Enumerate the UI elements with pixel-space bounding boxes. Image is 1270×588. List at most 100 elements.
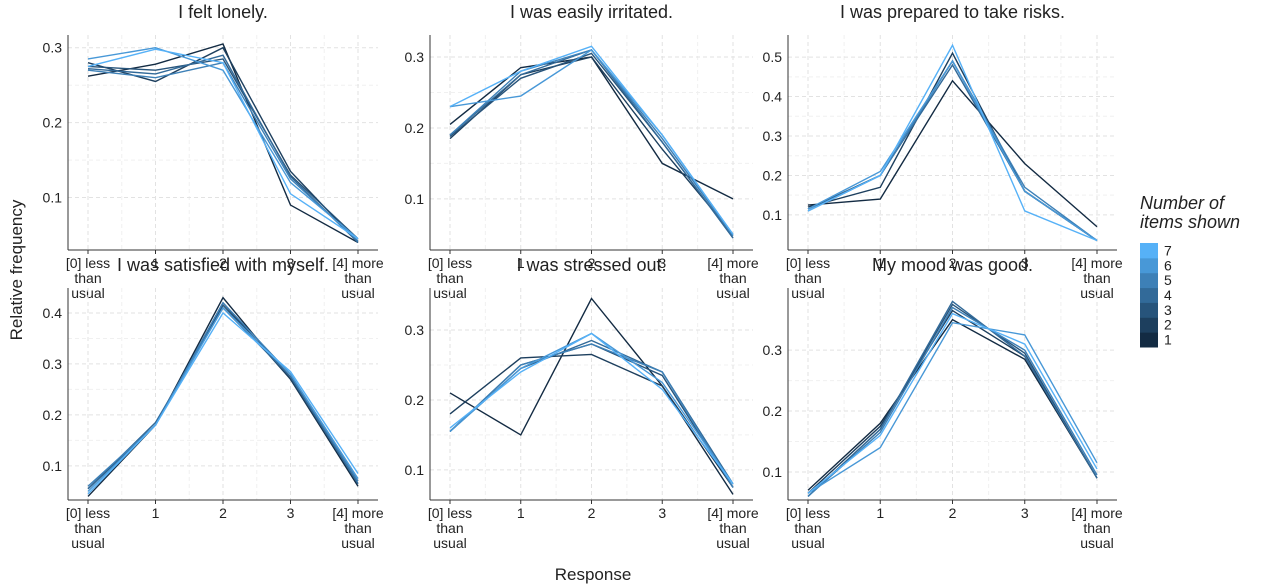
legend-label: 7 (1164, 242, 1172, 258)
y-tick-label: 0.1 (43, 190, 63, 206)
series-line (807, 300, 1098, 497)
y-tick-label: 0.3 (763, 128, 783, 144)
x-tick-label: 1 (876, 506, 885, 521)
x-tick-label-box: 2 (219, 256, 227, 271)
series-line (449, 332, 734, 485)
x-tick-label: [0] less than usual (785, 256, 831, 301)
series-line (87, 306, 359, 490)
y-tick-label: 0.3 (405, 322, 425, 338)
x-tick-label-box: 3 (658, 256, 667, 271)
x-tick-label-box: [4] more than usual (707, 256, 759, 301)
legend-label: 6 (1164, 257, 1172, 273)
x-tick-label: [0] less than usual (65, 256, 111, 301)
series-line (807, 312, 1098, 494)
legend-swatch (1140, 302, 1158, 318)
x-tick-label-box: [0] less than usual (65, 256, 111, 301)
y-tick-label: 0.1 (43, 458, 63, 474)
x-tick-label: [4] more than usual (707, 256, 759, 301)
x-tick-label: 3 (1020, 256, 1029, 271)
x-tick-label-box: 3 (658, 506, 667, 521)
x-tick-label: 3 (1020, 506, 1029, 521)
x-tick-label: [4] more than usual (332, 256, 384, 301)
series-line (87, 54, 359, 244)
x-tick-label-box: [4] more than usual (1071, 506, 1122, 551)
x-tick-label-box: 2 (949, 506, 957, 521)
x-tick-label: 1 (516, 506, 525, 521)
series-line (807, 59, 1098, 242)
y-tick-label: 0.3 (43, 356, 63, 372)
y-tick-label: 0.1 (405, 462, 425, 478)
legend-label: 3 (1164, 302, 1172, 318)
x-tick-label: 3 (286, 506, 295, 521)
x-tick-label-box: 3 (1020, 256, 1029, 271)
y-tick-label: 0.2 (43, 115, 63, 131)
series-line (87, 58, 359, 240)
x-tick-label-box: [0] less than usual (428, 506, 472, 551)
y-tick-label: 0.3 (43, 40, 63, 56)
series-line (449, 56, 734, 235)
x-tick-label-box: [4] more than usual (332, 256, 384, 301)
x-tick-label-box: 1 (876, 506, 885, 521)
series-line (87, 48, 359, 240)
legend-swatch (1140, 272, 1158, 289)
series-line (87, 61, 359, 242)
x-tick-label: [0] less than usual (65, 506, 111, 551)
y-tick-label: 0.5 (763, 49, 783, 65)
legend-label: 5 (1164, 272, 1172, 288)
y-axis-title: Relative frequency (7, 199, 26, 340)
x-tick-label-box: 1 (517, 256, 525, 271)
series-line (87, 311, 359, 495)
y-tick-label: 0.1 (763, 207, 783, 223)
x-tick-label-box: 2 (587, 506, 596, 521)
x-tick-label: 3 (286, 256, 295, 271)
x-tick-label-box: 2 (587, 256, 596, 271)
x-tick-label-box: 3 (1020, 506, 1029, 521)
x-tick-label: [4] more than usual (1071, 256, 1123, 301)
x-tick-label-box: [0] less than usual (428, 256, 472, 301)
y-tick-label: 0.2 (43, 407, 63, 423)
x-tick-label: 1 (151, 256, 160, 271)
legend-swatch (1140, 243, 1158, 259)
panel-title: I was satisfied with myself. (117, 255, 329, 275)
y-tick-label: 0.2 (405, 120, 425, 136)
legend-swatch (1140, 287, 1158, 303)
x-tick-label-box: [4] more than usual (1071, 256, 1123, 301)
y-tick-label: 0.1 (763, 464, 783, 480)
series-line (449, 45, 734, 235)
y-tick-label: 0.4 (763, 89, 783, 105)
x-tick-label: 2 (948, 256, 957, 271)
x-tick-label-box: 1 (876, 256, 885, 271)
series-line (87, 43, 359, 244)
x-tick-label: 2 (219, 256, 227, 271)
x-tick-label: [0] less than usual (785, 506, 831, 551)
legend-swatch (1140, 317, 1158, 333)
series-line (807, 79, 1098, 228)
series-line (807, 306, 1098, 497)
x-tick-label-box: 2 (219, 506, 227, 521)
y-tick-label: 0.2 (763, 167, 783, 183)
x-tick-label: 2 (587, 256, 596, 271)
x-tick-label: [4] more than usual (332, 506, 384, 551)
x-tick-label-box: 2 (948, 256, 957, 271)
y-tick-label: 0.2 (405, 392, 425, 408)
legend-swatch (1140, 257, 1158, 274)
x-tick-label: 1 (876, 256, 885, 271)
x-tick-label: 3 (658, 506, 667, 521)
x-tick-label-box: [0] less than usual (785, 256, 831, 301)
y-tick-label: 0.3 (763, 342, 783, 358)
panel-title: I was easily irritated. (510, 2, 673, 22)
legend-label: 4 (1164, 287, 1172, 303)
x-tick-label: 3 (658, 256, 667, 271)
legend-title: Number of items shown (1140, 193, 1241, 232)
panel-title: I was stressed out. (516, 255, 666, 275)
x-tick-label-box: 1 (151, 256, 160, 271)
x-tick-label-box: [0] less than usual (785, 506, 831, 551)
legend-swatch (1140, 332, 1158, 348)
panel-title: I felt lonely. (178, 2, 268, 22)
series-line (87, 47, 359, 240)
series-line (807, 43, 1098, 242)
x-tick-label-box: 1 (152, 506, 160, 521)
x-tick-label: 2 (587, 506, 596, 521)
